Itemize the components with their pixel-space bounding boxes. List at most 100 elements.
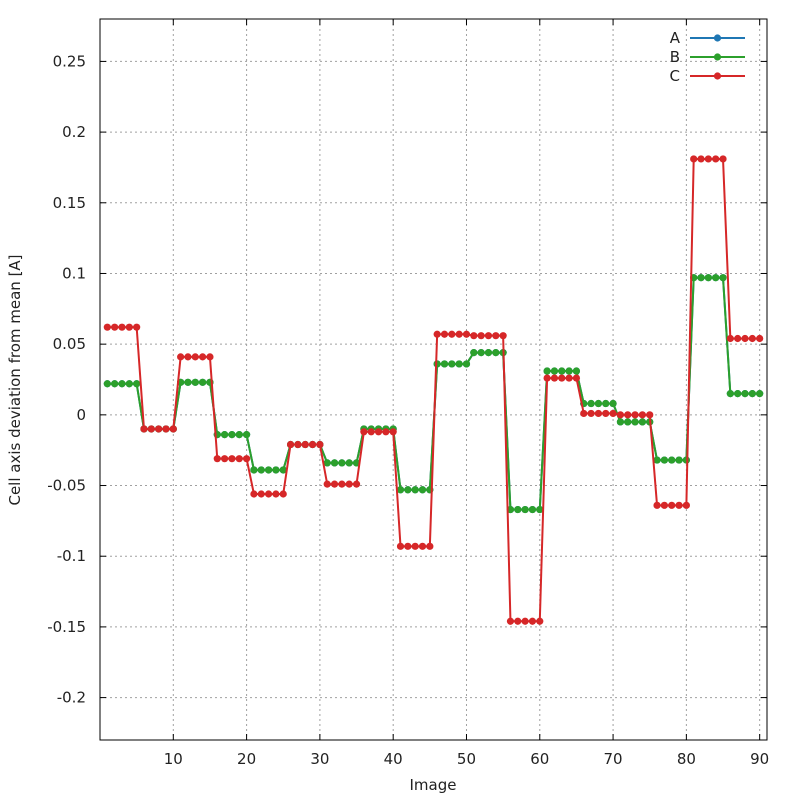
- data-point: [712, 155, 720, 163]
- data-point: [162, 425, 170, 433]
- legend: ABC: [670, 29, 745, 85]
- y-tick-label: 0.05: [53, 335, 86, 353]
- data-point: [330, 459, 339, 467]
- data-point: [690, 155, 698, 163]
- data-point: [514, 617, 522, 625]
- data-point: [221, 455, 229, 463]
- data-point: [257, 490, 265, 498]
- data-point: [250, 466, 258, 474]
- data-point: [177, 353, 185, 361]
- data-point: [719, 274, 727, 282]
- data-point: [609, 409, 617, 418]
- series-layer: [103, 155, 764, 625]
- data-point: [748, 390, 756, 398]
- series-b: [103, 274, 764, 514]
- data-point: [565, 374, 573, 382]
- series-line-a: [107, 276, 760, 511]
- data-point: [455, 330, 463, 338]
- data-point: [521, 505, 529, 514]
- data-point: [631, 418, 639, 426]
- data-point: [558, 374, 566, 382]
- data-point: [572, 374, 581, 382]
- data-point: [323, 459, 331, 467]
- data-point: [506, 505, 515, 514]
- data-point: [462, 330, 471, 338]
- data-point: [719, 155, 727, 163]
- data-point: [668, 501, 676, 509]
- data-point: [514, 505, 522, 514]
- data-point: [499, 332, 507, 340]
- data-point: [587, 399, 595, 408]
- data-point: [638, 411, 646, 419]
- data-point: [404, 542, 412, 550]
- y-tick-label: 0: [76, 406, 86, 424]
- data-point: [118, 380, 126, 388]
- data-point: [199, 353, 207, 361]
- data-point: [308, 440, 317, 449]
- data-point: [594, 399, 603, 408]
- y-tick-label: -0.2: [57, 689, 86, 707]
- series-a: [103, 274, 764, 514]
- data-point: [536, 617, 544, 625]
- data-point: [257, 466, 265, 474]
- legend-swatch-point: [713, 53, 722, 61]
- data-point: [572, 367, 581, 375]
- x-tick-label: 40: [384, 750, 403, 768]
- data-point: [470, 349, 478, 357]
- data-point: [426, 542, 434, 550]
- data-point: [484, 349, 493, 357]
- data-point: [228, 431, 236, 439]
- data-point: [726, 334, 734, 343]
- x-tick-label: 20: [237, 750, 256, 768]
- data-point: [440, 330, 449, 338]
- data-point: [616, 418, 625, 426]
- data-point: [550, 367, 559, 375]
- data-point: [521, 617, 529, 625]
- data-point: [734, 334, 742, 343]
- x-tick-label: 50: [457, 750, 476, 768]
- data-point: [360, 428, 368, 436]
- data-point: [602, 409, 610, 418]
- data-point: [624, 411, 632, 419]
- data-point: [653, 456, 661, 464]
- data-point: [345, 480, 353, 488]
- data-point: [264, 490, 273, 498]
- data-point: [103, 323, 111, 331]
- data-point: [682, 501, 690, 509]
- data-point: [558, 367, 566, 375]
- data-point: [433, 330, 441, 338]
- data-point: [242, 455, 251, 463]
- data-point: [484, 332, 493, 340]
- data-point: [206, 353, 214, 361]
- data-point: [382, 428, 390, 436]
- data-point: [660, 501, 668, 509]
- data-point: [111, 323, 119, 331]
- y-tick-label: -0.1: [57, 547, 86, 565]
- x-tick-label: 60: [530, 750, 549, 768]
- x-tick-label: 30: [310, 750, 329, 768]
- data-point: [448, 360, 456, 368]
- data-point: [235, 431, 243, 439]
- data-point: [624, 418, 632, 426]
- data-point: [448, 330, 456, 338]
- data-point: [199, 378, 207, 386]
- data-point: [653, 501, 661, 509]
- data-point: [631, 411, 639, 419]
- y-tick-label: 0.2: [62, 123, 86, 141]
- data-point: [734, 390, 742, 398]
- data-point: [594, 409, 603, 418]
- legend-item-c: C: [670, 67, 745, 85]
- data-point: [323, 480, 331, 488]
- y-tick-label: -0.05: [47, 477, 86, 495]
- data-point: [418, 486, 427, 494]
- data-point: [294, 440, 302, 449]
- data-point: [660, 456, 668, 464]
- data-point: [374, 428, 383, 436]
- series-line-b: [107, 276, 760, 511]
- data-point: [125, 380, 133, 388]
- data-point: [191, 378, 199, 386]
- legend-label: B: [670, 48, 680, 66]
- data-point: [264, 466, 273, 474]
- data-point: [279, 490, 287, 498]
